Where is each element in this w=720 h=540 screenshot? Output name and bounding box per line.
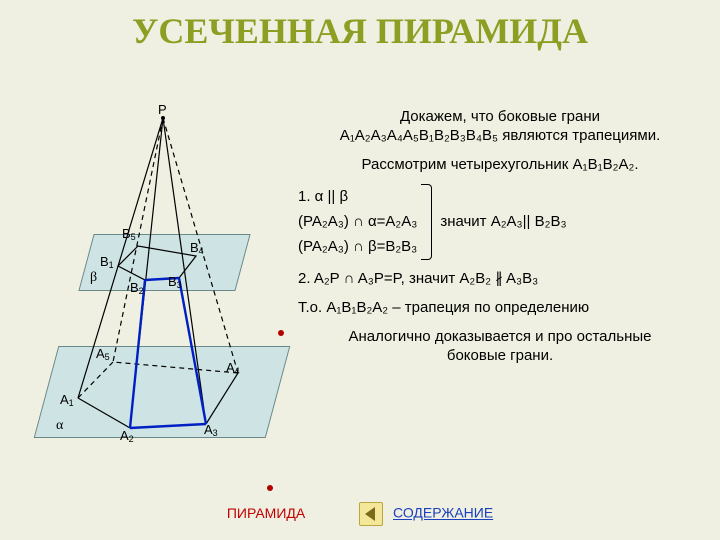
proof-line-1a: Докажем, что боковые грани [400, 108, 600, 125]
proof-line-1b: A₁A₂A₃A₄A₅B₁B₂B₃B₄B₅ являются трапециями… [340, 127, 661, 144]
label-P: P [158, 102, 167, 117]
proof-c3: (PA₂A₃) ∩ β=B₂B₃ [298, 238, 417, 257]
label-A5: A5 [96, 346, 110, 362]
proof-c1: 1. α || β [298, 188, 417, 207]
proof-bracket-group: 1. α || β (PA₂A₃) ∩ α=A₂A₃ (PA₂A₃) ∩ β=B… [292, 184, 708, 260]
proof-text: Докажем, что боковые грани A₁A₂A₃A₄A₅B₁B… [292, 108, 708, 375]
red-point-2 [267, 485, 273, 491]
label-B5: B5 [122, 226, 136, 242]
proof-line-5a: Аналогично доказывается и про остальные [348, 328, 651, 345]
label-B4: B4 [190, 240, 204, 256]
proof-conclusion: значит A₂A₃|| B₂B₃ [440, 213, 566, 232]
label-B1: B1 [100, 254, 114, 270]
label-A4: A4 [226, 360, 240, 376]
proof-line-2: Рассмотрим четырехугольник A₁B₁B₂A₂. [292, 156, 708, 175]
label-B2: B2 [130, 280, 144, 296]
back-icon[interactable] [359, 502, 383, 526]
label-A1: A1 [60, 392, 74, 408]
point-P [161, 116, 165, 120]
page-title: УСЕЧЕННАЯ ПИРАМИДА [0, 10, 720, 52]
bottom-nav: ПИРАМИДА СОДЕРЖАНИЕ [0, 502, 720, 526]
contents-link[interactable]: СОДЕРЖАНИЕ [393, 505, 493, 521]
proof-line-3: 2. A₂P ∩ A₃P=P, значит A₂B₂ ∦ A₃B₃ [292, 270, 708, 289]
proof-line-4: Т.о. A₁B₁B₂A₂ – трапеция по определению [292, 299, 708, 318]
label-B3: B3 [168, 274, 182, 290]
red-point-1 [278, 330, 284, 336]
label-A2: A2 [120, 428, 134, 444]
brace-icon [421, 184, 432, 260]
proof-line-5b: боковые грани. [447, 347, 553, 364]
pyramid-link[interactable]: ПИРАМИДА [227, 505, 305, 521]
proof-c2: (PA₂A₃) ∩ α=A₂A₃ [298, 213, 417, 232]
truncated-pyramid-figure: α β P A1 A2 A3 A4 A5 B1 B2 B3 B4 B5 [18, 108, 298, 453]
label-A3: A3 [204, 422, 218, 438]
